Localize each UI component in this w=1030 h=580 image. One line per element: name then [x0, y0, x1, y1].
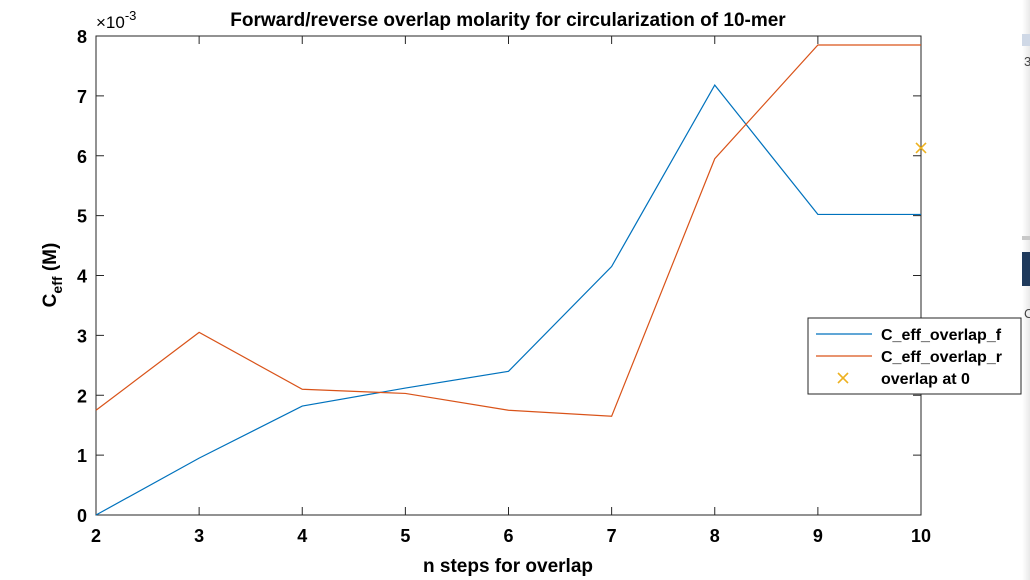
y-tick-label: 6: [77, 147, 87, 167]
chart-title: Forward/reverse overlap molarity for cir…: [230, 10, 786, 31]
series-line-reverse: [95, 44, 921, 417]
y-tick-label: 4: [77, 267, 87, 287]
y-tick-label: 8: [77, 27, 87, 47]
series-markers: [915, 142, 927, 154]
edge-glyph-top: 3: [1024, 54, 1030, 69]
x-tick-label: 8: [710, 526, 720, 546]
y-axis-label: Ceff (M): [40, 243, 65, 308]
x-tick-label: 10: [911, 526, 931, 546]
edge-mark-bar: [1022, 252, 1030, 286]
legend-item[interactable]: C_eff_overlap_r: [816, 349, 1002, 366]
series-line-forward: [95, 84, 921, 516]
y-exponent-power: -3: [125, 8, 137, 23]
legend-label: C_eff_overlap_r: [881, 349, 1002, 366]
plot-axes: [95, 35, 922, 516]
y-exponent-base: ×10: [96, 13, 125, 32]
legend-marker-x: [837, 372, 849, 384]
x-tick-label: 9: [813, 526, 823, 546]
window-edge-strip: [1022, 0, 1030, 580]
x-tick-label: 6: [503, 526, 513, 546]
series-lines: [95, 44, 921, 516]
y-axis-label-unit: (M): [40, 243, 61, 277]
y-tick-label: 0: [77, 506, 87, 526]
y-axis-label-main: C: [40, 293, 61, 307]
x-tick-label: 4: [297, 526, 307, 546]
legend-item[interactable]: C_eff_overlap_f: [816, 327, 1002, 344]
x-tick-label: 5: [400, 526, 410, 546]
legend-label: C_eff_overlap_f: [881, 327, 1002, 344]
y-tick-label: 1: [77, 446, 87, 466]
y-tick-label: 7: [77, 87, 87, 107]
series-marker-overlap-at-0: [915, 142, 927, 154]
edge-mark-top: [1022, 34, 1030, 46]
axes-box: [95, 35, 922, 516]
edge-glyph-mid: C: [1024, 306, 1030, 321]
y-axis-label-subscript: eff: [49, 276, 65, 293]
y-tick-label: 3: [77, 326, 87, 346]
axis-ticks: 2 3 4 5 6 7 8 9 10 0 1 2 3 4 5 6 7 8: [77, 27, 931, 546]
y-tick-label: 2: [77, 386, 87, 406]
y-exponent-label: ×10-3: [96, 8, 136, 32]
edge-mark-mid: [1022, 236, 1030, 240]
x-axis-label: n steps for overlap: [423, 556, 593, 577]
x-tick-label: 2: [91, 526, 101, 546]
svg-text:×10-3: ×10-3: [96, 8, 136, 32]
legend-label: overlap at 0: [881, 371, 970, 388]
svg-text:Ceff (M): Ceff (M): [40, 243, 65, 308]
x-tick-label: 3: [194, 526, 204, 546]
y-tick-label: 5: [77, 207, 87, 227]
legend-item[interactable]: overlap at 0: [837, 371, 970, 388]
x-tick-label: 7: [607, 526, 617, 546]
